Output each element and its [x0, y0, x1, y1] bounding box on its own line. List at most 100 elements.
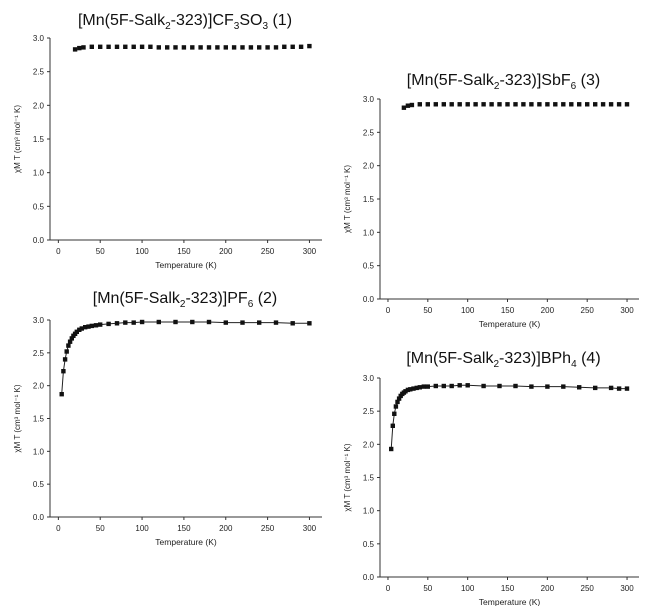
- x-tick-label: 100: [461, 306, 475, 315]
- y-tick-label: 2.5: [33, 68, 45, 77]
- data-point: [273, 320, 279, 325]
- data-point: [165, 45, 170, 50]
- data-point: [393, 404, 399, 409]
- data-point: [61, 369, 66, 374]
- x-tick-label: 100: [135, 247, 149, 256]
- x-tick-label: 250: [581, 584, 595, 593]
- x-tick-label: 100: [461, 584, 475, 593]
- data-point: [608, 385, 614, 391]
- x-tick-label: 250: [261, 524, 275, 533]
- data-point: [206, 45, 212, 50]
- data-point: [190, 45, 195, 50]
- x-tick-label: 50: [96, 247, 105, 256]
- data-point: [74, 329, 79, 334]
- data-point: [593, 385, 598, 391]
- data-point: [257, 45, 262, 50]
- x-tick-label: 300: [303, 247, 317, 256]
- x-tick-label: 250: [261, 247, 275, 256]
- data-point: [240, 320, 245, 325]
- data-point: [190, 319, 195, 325]
- data-point: [473, 102, 478, 107]
- data-point: [290, 44, 295, 49]
- chart-title-4: [Mn(5F-Salk2-323)]BPh4 (4): [406, 350, 601, 371]
- chart-svg-3: 0 50 100 150 200 250 300 0.0 0.5 1.0 1.5 2.0 2.5 3.0 T…: [343, 95, 639, 329]
- x-tick-label: 50: [423, 584, 432, 593]
- chart-title-1: [Mn(5F-Salk2-323)]CF3SO3 (1): [77, 12, 293, 33]
- y-axis-label: χM T (cm³ mol⁻¹ K): [13, 105, 22, 173]
- x-tick-label: 0: [386, 584, 391, 593]
- y-tick-label: 2.5: [363, 128, 375, 137]
- x-tick-label: 150: [177, 524, 191, 533]
- data-point: [593, 102, 598, 107]
- x-tick-label: 0: [56, 524, 61, 533]
- y-tick-label: 3.0: [33, 316, 45, 325]
- y-tick-label: 3.0: [33, 34, 45, 43]
- x-axis-label: Temperature (K): [155, 260, 217, 270]
- data-point: [392, 411, 397, 416]
- data-point: [59, 392, 64, 397]
- chart-title-2: [Mn(5F-Salk2-323)]PF6 (2): [92, 290, 278, 311]
- data-point: [114, 321, 120, 326]
- x-tick-label: 100: [135, 524, 149, 533]
- data-point: [290, 321, 295, 326]
- y-tick-label: 0.5: [363, 540, 375, 549]
- data-point: [497, 383, 502, 389]
- y-tick-label: 3.0: [363, 95, 375, 104]
- y-tick-label: 1.5: [363, 195, 375, 204]
- data-point: [441, 102, 446, 107]
- data-point: [561, 102, 566, 107]
- data-point: [481, 102, 486, 107]
- data-point: [441, 383, 446, 389]
- y-tick-label: 0.0: [363, 295, 375, 304]
- data-point: [396, 396, 402, 401]
- y-tick-label: 1.0: [363, 507, 375, 516]
- data-point: [77, 327, 82, 332]
- x-tick-label: 50: [96, 524, 105, 533]
- y-axis-label: χM T (cm³ mol⁻¹ K): [13, 384, 22, 452]
- data-point: [624, 102, 630, 107]
- data-point: [529, 384, 534, 389]
- data-point: [173, 45, 178, 50]
- data-point: [457, 383, 462, 388]
- y-tick-label: 0.5: [33, 480, 45, 489]
- y-tick-label: 1.5: [33, 415, 45, 424]
- data-point: [123, 320, 128, 325]
- data-point: [409, 102, 415, 108]
- y-tick-label: 1.5: [33, 135, 45, 144]
- x-tick-label: 250: [581, 306, 595, 315]
- data-point: [77, 45, 82, 51]
- y-tick-label: 3.0: [363, 374, 375, 383]
- data-point: [433, 383, 438, 389]
- data-point: [81, 45, 86, 50]
- series-line: [390, 384, 627, 450]
- data-point: [521, 102, 526, 107]
- data-point: [106, 321, 111, 327]
- y-tick-label: 2.0: [33, 101, 45, 110]
- data-point: [156, 319, 161, 325]
- data-point: [265, 45, 270, 50]
- data-point: [561, 384, 566, 389]
- x-tick-label: 300: [620, 306, 634, 315]
- data-point: [390, 423, 395, 428]
- data-point: [198, 45, 203, 50]
- data-point: [223, 320, 228, 325]
- data-point: [545, 384, 550, 389]
- data-point: [577, 102, 582, 107]
- data-point: [231, 45, 237, 50]
- data-point: [215, 45, 220, 50]
- y-tick-label: 1.5: [363, 474, 375, 483]
- data-point: [395, 399, 400, 405]
- data-point: [282, 44, 287, 49]
- data-point: [83, 325, 88, 330]
- y-tick-label: 2.0: [33, 382, 45, 391]
- data-point: [139, 319, 145, 325]
- series-line: [61, 321, 310, 395]
- data-point: [66, 343, 71, 348]
- data-point: [577, 385, 582, 390]
- data-point: [513, 383, 518, 389]
- data-point: [608, 102, 614, 107]
- data-point: [307, 321, 312, 326]
- data-point: [206, 319, 212, 325]
- data-point: [489, 102, 494, 107]
- x-tick-label: 0: [386, 306, 391, 315]
